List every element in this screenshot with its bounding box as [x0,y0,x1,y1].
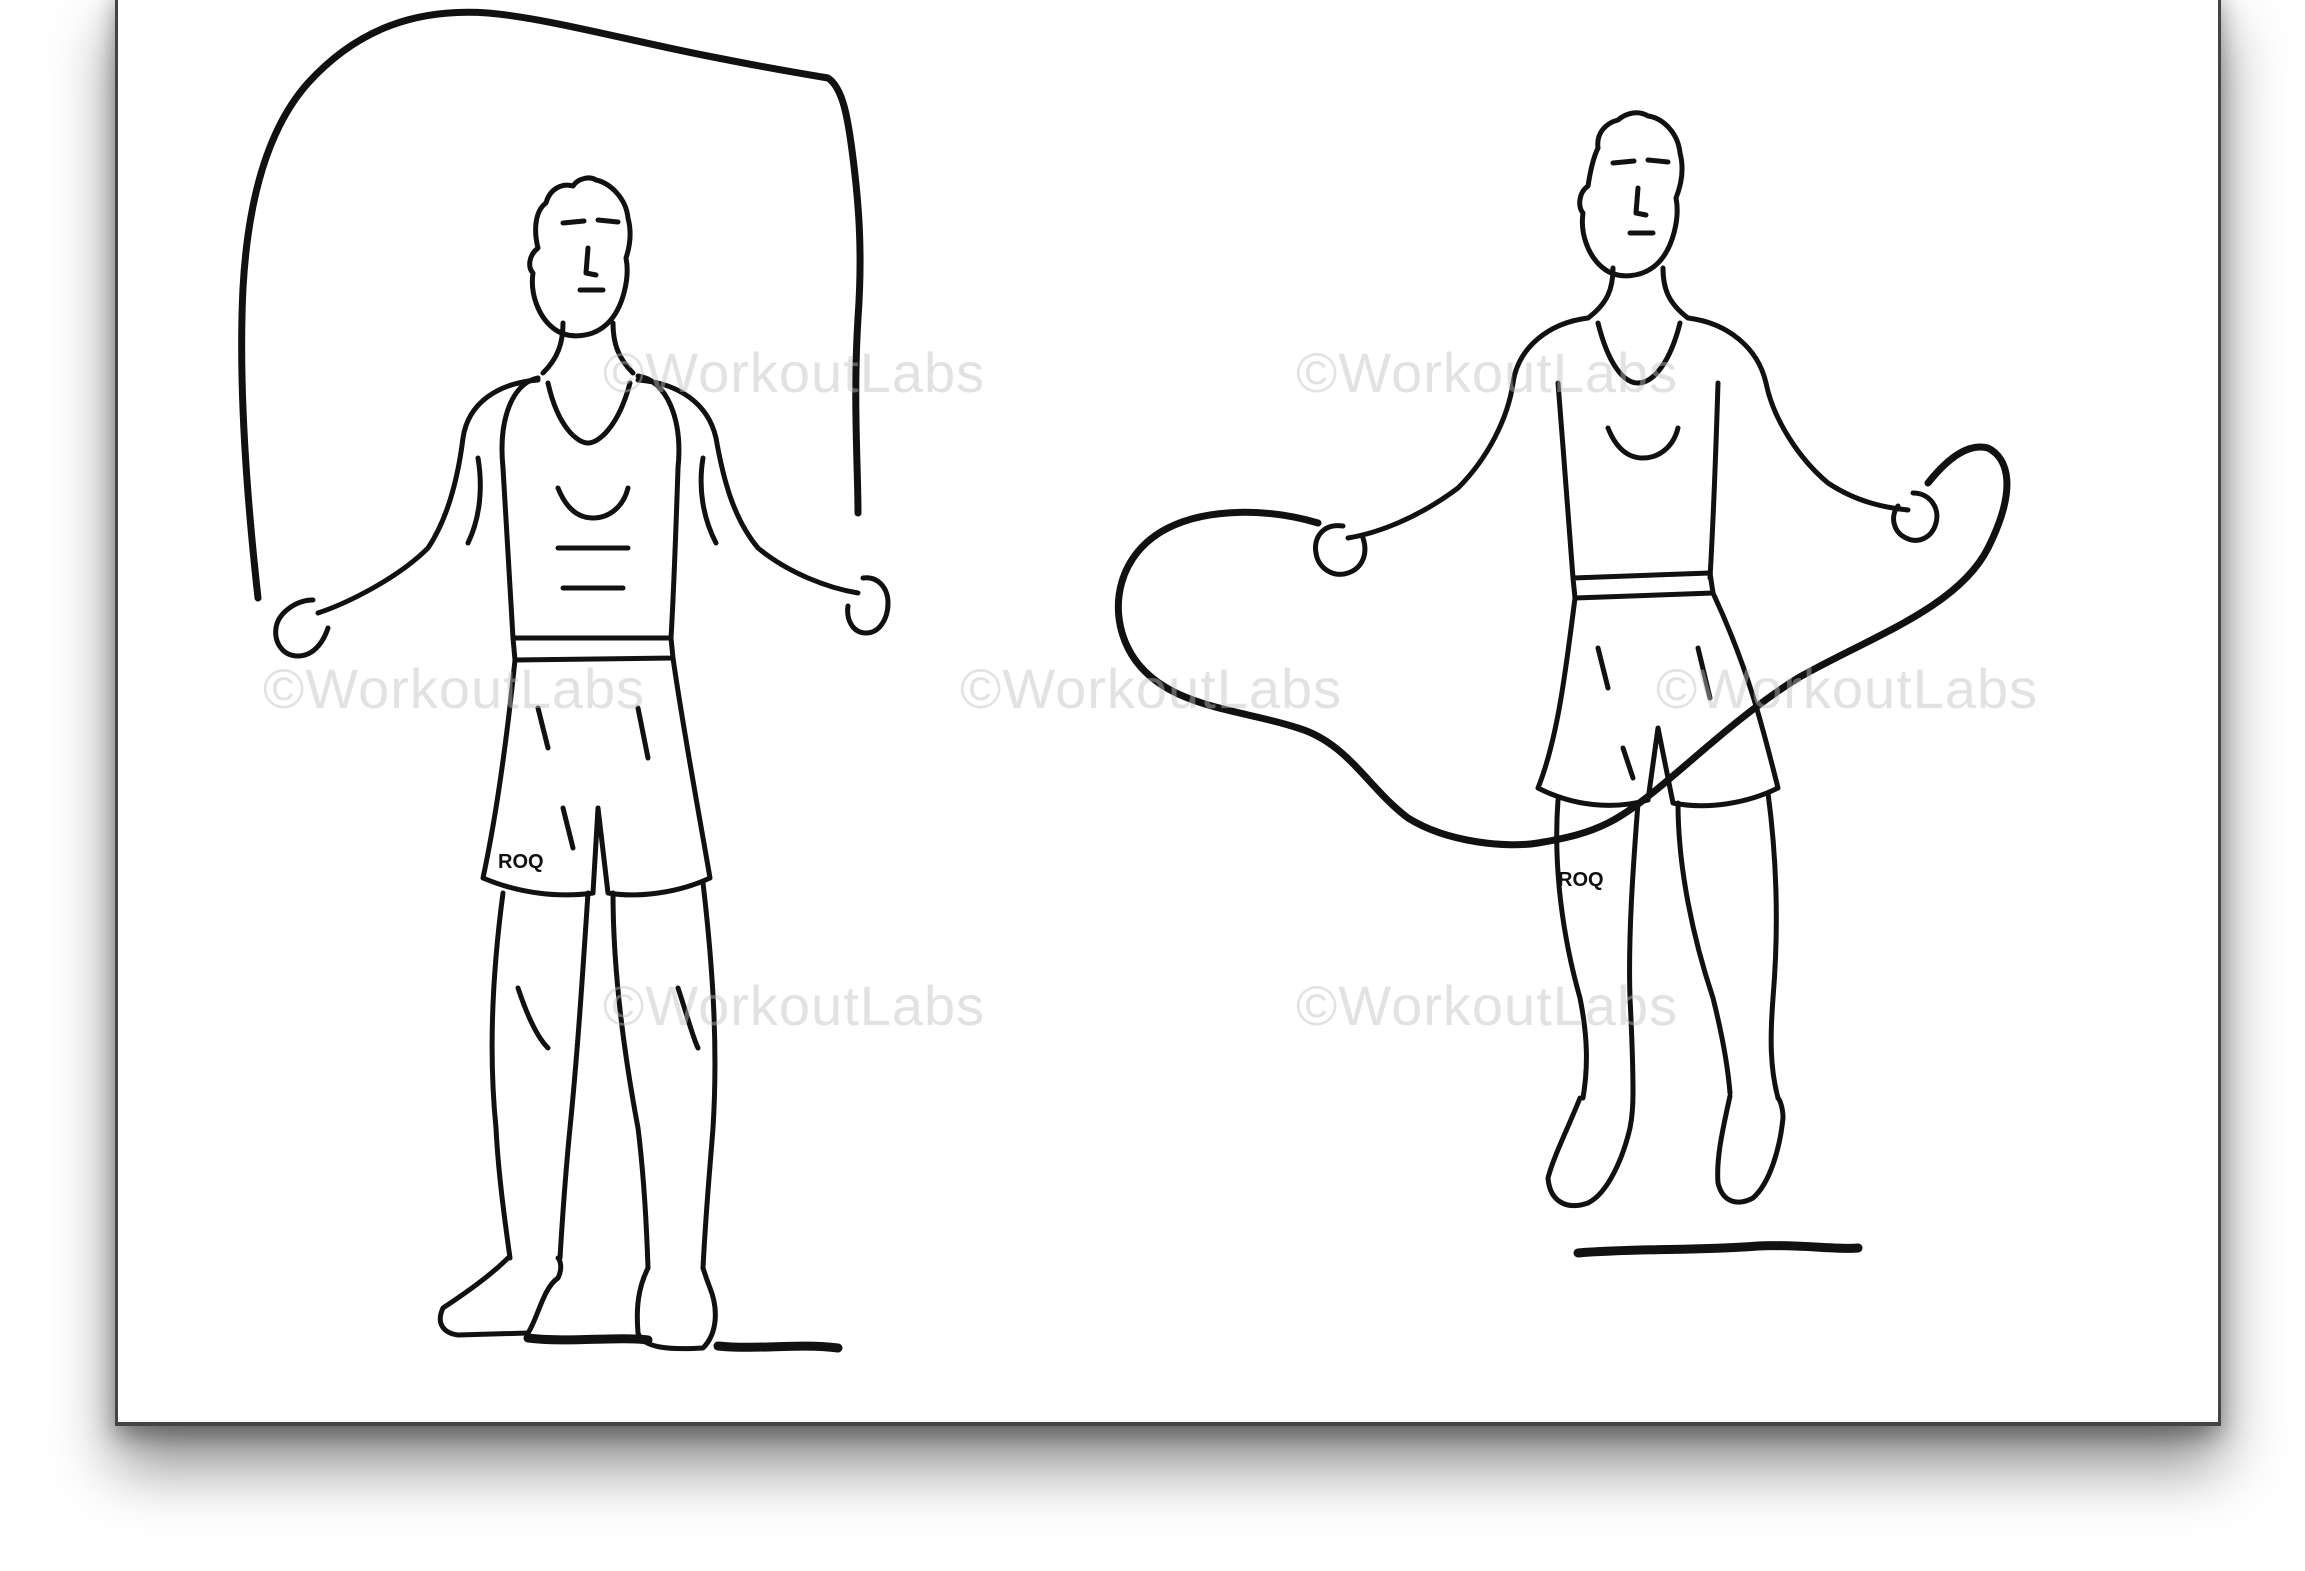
shorts [480,655,713,898]
shoe-left [437,1255,564,1338]
shoe-left [1545,1090,1636,1209]
ground-shadow-right [1573,1241,1863,1258]
rope-under-feet [1114,443,2011,849]
shorts-brand-label: ROQ [1558,869,1604,891]
rope-overhead [238,8,864,602]
illustration-card: ROQ [115,0,2221,1426]
waistband [1570,570,1716,601]
figure-jumping: ROQ [1114,110,2011,1258]
head [1577,110,1685,279]
jump-rope-illustration: ROQ [238,8,2011,1353]
waistband [510,635,676,663]
shorts-brand-label: ROQ [498,851,544,873]
ground-shadow-left [523,1333,843,1353]
shorts [1535,590,1781,809]
shoe-right [634,1265,718,1352]
head [527,175,633,339]
shoe-right [1715,1093,1786,1205]
figure-standing: ROQ [238,8,891,1353]
